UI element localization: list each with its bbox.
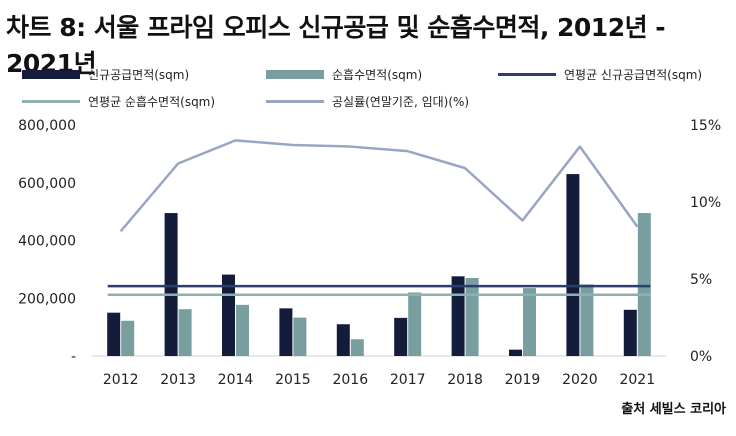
- x-tick-label-2015: 2015: [275, 372, 311, 388]
- legend-item-vacancy: 공실률(연말기준, 임대)(%): [266, 93, 469, 110]
- bar-supply-2015: [279, 308, 293, 356]
- bar-supply-2017: [394, 317, 408, 356]
- bar-supply-2021: [623, 309, 637, 356]
- bar-absorption-2014: [236, 304, 249, 356]
- y-left-tick-label: 200,000: [18, 291, 76, 307]
- bar-absorption-2018: [465, 278, 479, 356]
- legend-item-absorption: 순흡수면적(sqm): [266, 66, 422, 83]
- y-left-tick-label: -: [71, 349, 76, 365]
- legend-item-avg-supply: 연평균 신규공급면적(sqm): [498, 66, 702, 83]
- x-tick-label-2013: 2013: [160, 372, 196, 388]
- bar-absorption-2021: [637, 213, 651, 356]
- legend-swatch-absorption: [266, 70, 324, 79]
- bar-supply-2018: [451, 276, 465, 356]
- y-right-tick-label: 0%: [690, 349, 712, 365]
- y-right-tick-label: 5%: [690, 272, 712, 288]
- legend-item-supply: 신규공급면적(sqm): [22, 66, 189, 83]
- bar-absorption-2016: [350, 339, 364, 356]
- legend: 신규공급면적(sqm) 순흡수면적(sqm) 연평균 신규공급면적(sqm) 연…: [0, 0, 736, 120]
- bar-absorption-2020: [580, 284, 594, 356]
- bar-supply-2012: [107, 312, 121, 356]
- bar-absorption-2012: [121, 320, 135, 356]
- bar-supply-2020: [566, 174, 580, 356]
- bar-supply-2019: [509, 349, 522, 356]
- legend-label-supply: 신규공급면적(sqm): [88, 68, 190, 82]
- x-tick-label-2014: 2014: [218, 372, 254, 388]
- legend-swatch-avg-supply: [498, 73, 556, 76]
- bar-absorption-2015: [293, 317, 307, 356]
- x-tick-label-2017: 2017: [390, 372, 426, 388]
- bar-supply-2013: [164, 213, 178, 356]
- legend-item-avg-absorption: 연평균 순흡수면적(sqm): [22, 93, 215, 110]
- legend-swatch-avg-absorption: [22, 100, 80, 103]
- bar-absorption-2017: [408, 292, 422, 356]
- legend-label-vacancy: 공실률(연말기준, 임대)(%): [332, 95, 470, 109]
- bar-supply-2016: [336, 324, 350, 356]
- legend-label-avg-absorption: 연평균 순흡수면적(sqm): [88, 95, 216, 109]
- legend-label-absorption: 순흡수면적(sqm): [332, 68, 423, 82]
- x-tick-label-2016: 2016: [332, 372, 368, 388]
- y-left-tick-label: 800,000: [18, 118, 76, 134]
- y-right-tick-label: 10%: [690, 195, 721, 211]
- y-right-tick-label: 15%: [690, 118, 721, 134]
- y-left-tick-label: 400,000: [18, 234, 76, 250]
- x-tick-label-2018: 2018: [447, 372, 483, 388]
- legend-swatch-vacancy: [266, 100, 324, 103]
- chart-title: 차트 8: 서울 프라임 오피스 신규공급 및 순흡수면적, 2012년 - 2…: [6, 13, 666, 78]
- x-tick-label-2021: 2021: [619, 372, 655, 388]
- x-tick-label-2019: 2019: [505, 372, 541, 388]
- bar-absorption-2013: [178, 309, 192, 356]
- x-tick-label-2020: 2020: [562, 372, 598, 388]
- bar-absorption-2019: [523, 288, 536, 356]
- y-left-tick-label: 600,000: [18, 176, 76, 192]
- vacancy-line: [119, 139, 639, 233]
- legend-label-avg-supply: 연평균 신규공급면적(sqm): [564, 68, 703, 82]
- x-tick-label-2012: 2012: [103, 372, 139, 388]
- source-note: 출처 세빌스 코리아: [621, 402, 726, 417]
- legend-swatch-supply: [22, 70, 80, 79]
